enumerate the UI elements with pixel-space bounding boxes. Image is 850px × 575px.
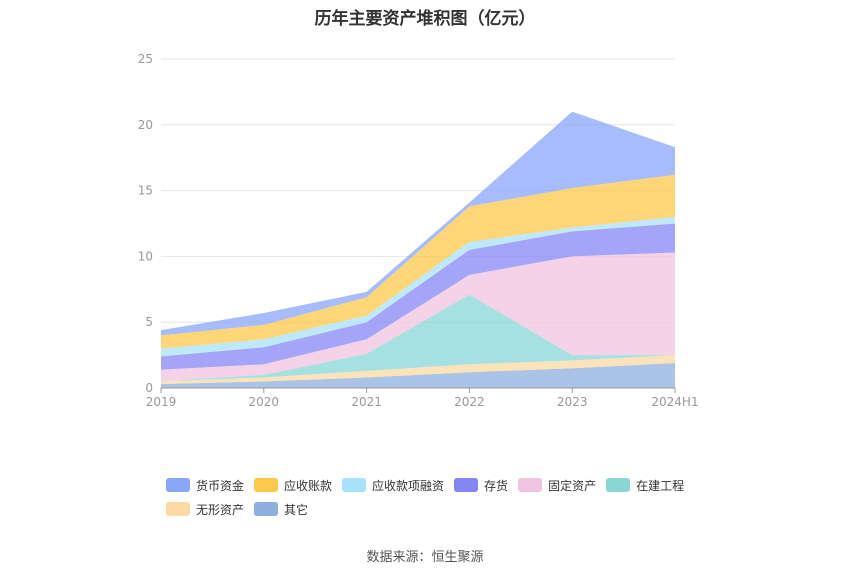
x-tick-label: 2022 <box>454 395 485 409</box>
legend-item[interactable]: 无形资产 <box>166 501 244 518</box>
legend-swatch <box>166 478 190 492</box>
y-tick-label: 10 <box>138 249 153 263</box>
x-tick-label: 2019 <box>146 395 177 409</box>
legend-label: 货币资金 <box>196 478 245 493</box>
legend-swatch <box>518 478 543 492</box>
area-series <box>161 111 675 336</box>
legend-row: 无形资产 其它 <box>166 497 726 521</box>
legend-label: 应收款项融资 <box>372 478 445 493</box>
legend: 货币资金 应收账款 应收款项融资 存货 固定资产 在建工程无形资产 其它 <box>166 473 726 521</box>
legend-row: 货币资金 应收账款 应收款项融资 存货 固定资产 在建工程 <box>166 473 726 497</box>
area-series <box>161 252 675 382</box>
legend-item[interactable]: 货币资金 <box>166 477 244 494</box>
x-tick-label: 2023 <box>557 395 588 409</box>
area-series <box>161 355 675 385</box>
legend-label: 在建工程 <box>636 478 685 493</box>
y-tick-label: 0 <box>145 381 153 395</box>
x-tick-label: 2021 <box>351 395 382 409</box>
legend-swatch <box>454 478 479 492</box>
area-series <box>161 174 675 349</box>
legend-label: 存货 <box>484 478 509 493</box>
legend-item[interactable]: 存货 <box>454 477 508 494</box>
legend-item[interactable]: 固定资产 <box>518 477 596 494</box>
y-tick-label: 25 <box>138 52 153 66</box>
data-source: 数据来源：恒生聚源 <box>366 550 484 565</box>
legend-item[interactable]: 在建工程 <box>606 477 684 494</box>
legend-swatch <box>166 502 190 516</box>
legend-item[interactable]: 应收账款 <box>254 477 332 494</box>
x-tick-label: 2020 <box>249 395 280 409</box>
x-tick-label: 2024H1 <box>651 395 698 409</box>
area-series <box>161 294 675 382</box>
legend-label: 其它 <box>284 502 309 517</box>
legend-swatch <box>254 502 279 516</box>
legend-swatch <box>342 478 367 492</box>
legend-swatch <box>606 478 631 492</box>
legend-swatch <box>254 478 279 492</box>
y-tick-label: 5 <box>145 315 153 329</box>
legend-label: 固定资产 <box>548 478 597 493</box>
legend-label: 无形资产 <box>196 502 245 517</box>
chart-title: 历年主要资产堆积图（亿元） <box>314 9 536 29</box>
y-tick-label: 20 <box>138 118 153 132</box>
area-series <box>161 362 675 388</box>
area-series <box>161 223 675 370</box>
legend-label: 应收账款 <box>284 478 333 493</box>
legend-item[interactable]: 其它 <box>254 501 308 518</box>
legend-item[interactable]: 应收款项融资 <box>342 477 444 494</box>
y-tick-label: 15 <box>138 184 153 198</box>
